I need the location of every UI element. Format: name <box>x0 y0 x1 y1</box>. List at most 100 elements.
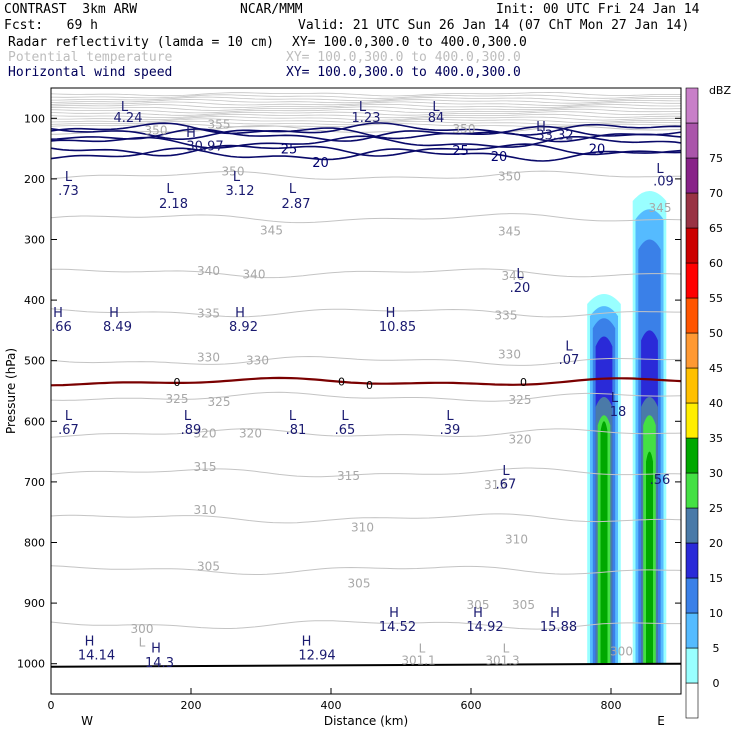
x-tick-label: 600 <box>461 699 482 712</box>
wind-extremum-label: H <box>473 606 483 621</box>
theta-line-320 <box>51 428 681 438</box>
colorbar-swatch <box>685 472 699 509</box>
model-title: CONTRAST 3km ARW <box>4 2 138 17</box>
wind-extremum-label: .73 <box>58 184 79 199</box>
wind-extremum-label: 3.12 <box>226 184 255 199</box>
field-xy-wind: XY= 100.0,300.0 to 400.0,300.0 <box>286 65 521 80</box>
freezing-level-line <box>51 376 681 387</box>
wind-extremum-label: 15.88 <box>540 620 577 635</box>
theta-line-upper <box>51 106 681 111</box>
colorbar-level-label: 10 <box>709 607 723 620</box>
wind-extremum-label: L <box>289 409 297 424</box>
colorbar-level-label: 45 <box>709 362 723 375</box>
theta-label: 350 <box>453 122 476 136</box>
y-tick-label: 900 <box>24 597 45 610</box>
y-tick-label: 700 <box>24 476 45 489</box>
x-end-west: W <box>81 714 93 728</box>
wind-extremum-label: L <box>516 267 524 282</box>
theta-label: 315 <box>484 478 507 492</box>
colorbar-level-label: 70 <box>709 187 723 200</box>
ground-line <box>51 662 681 668</box>
wind-extremum-label: .20 <box>510 281 531 296</box>
theta-label: 330 <box>246 354 269 368</box>
wind-extremum-label: L <box>65 409 73 424</box>
theta-label: 350 <box>145 123 168 137</box>
theta-label: 320 <box>239 426 262 440</box>
wind-extremum-label: H <box>550 606 560 621</box>
theta-line-345 <box>51 213 681 224</box>
theta-label: 345 <box>649 201 672 215</box>
theta-label: 325 <box>509 393 532 407</box>
theta-label: 325 <box>208 395 231 409</box>
colorbar-level-label: 40 <box>709 397 723 410</box>
plot-frame <box>50 87 682 695</box>
reflectivity-band <box>600 421 608 664</box>
theta-label: 301.3 <box>485 654 519 668</box>
theta-label: 335 <box>495 308 518 322</box>
wind-extremum-label: .56 <box>650 473 671 488</box>
wind-extremum-label: 1.23 <box>352 111 381 126</box>
colorbar-swatch <box>685 647 699 684</box>
wind-extremum-label: L <box>341 409 349 424</box>
wind-extremum-label: H <box>536 120 546 135</box>
wind-extremum-label: 30.97 <box>186 140 223 155</box>
theta-line-335 <box>51 308 681 318</box>
y-tick-label: 100 <box>24 112 45 125</box>
wind-extremum-label: H <box>109 306 119 321</box>
contour-labels: 355 350 350 350 350 345 345 345 340 340 340 335 335 3… <box>51 100 674 671</box>
theta-line-upper <box>51 94 681 99</box>
colorbar-swatch <box>685 157 699 194</box>
x-tick-label: 0 <box>48 699 55 712</box>
theta-line-upper <box>51 111 681 116</box>
colorbar-level-label: 30 <box>709 467 723 480</box>
wind-extremum-label: 14.14 <box>78 649 115 664</box>
wind-contour-label: 25 <box>281 143 298 158</box>
colorbar-swatch <box>685 507 699 544</box>
colorbar: 0 5 10 15 20 25 30 35 40 45 50 55 60 65 70 75 <box>685 87 723 719</box>
colorbar-level-label: 5 <box>713 642 720 655</box>
reflectivity-band <box>646 451 653 664</box>
wind-extremum-label: 14.52 <box>379 620 416 635</box>
colorbar-swatch <box>685 87 699 124</box>
wind-extremum-label: 14.3 <box>145 656 174 671</box>
theta-label: 315 <box>337 469 360 483</box>
theta-label: 350 <box>222 165 245 179</box>
theta-line-upper <box>51 108 681 114</box>
colorbar-swatch <box>685 402 699 439</box>
wind-extremum-label: 8.92 <box>229 320 258 335</box>
x-tick-label: 200 <box>181 699 202 712</box>
wind-extremum-label: L <box>611 391 619 406</box>
wind-extremum-label: .81 <box>286 423 307 438</box>
field-xy-theta: XY= 100.0,300.0 to 400.0,300.0 <box>286 50 521 65</box>
colorbar-level-label: 15 <box>709 572 723 585</box>
theta-line-340 <box>51 268 681 279</box>
theta-label: 320 <box>194 426 217 440</box>
theta-label: 310 <box>194 503 217 517</box>
wind-extremum-label: 4.24 <box>114 111 143 126</box>
y-tick-label: 400 <box>24 294 45 307</box>
wind-extremum-label: L <box>289 182 297 197</box>
theta-line-upper <box>51 113 681 119</box>
wind-speed-line <box>51 143 681 157</box>
colorbar-swatch <box>685 227 699 264</box>
theta-label: 345 <box>498 225 521 239</box>
theta-label: 305 <box>512 598 535 612</box>
colorbar-level-label: 65 <box>709 222 723 235</box>
y-tick-label: 600 <box>24 415 45 428</box>
wind-extremum-label: .67 <box>58 423 79 438</box>
theta-label: 300 <box>131 622 154 636</box>
theta-label: 300 <box>610 645 633 659</box>
colorbar-level-label: 75 <box>709 152 723 165</box>
reflectivity-cells: 0 0 0 0 <box>51 191 681 668</box>
wind-extremum-label: .07 <box>559 353 580 368</box>
wind-extremum-label: 12.94 <box>298 649 335 664</box>
theta-label: 345 <box>260 223 283 237</box>
colorbar-swatch <box>685 262 699 299</box>
wind-extremum-label: 8.49 <box>103 320 132 335</box>
wind-extremum-label: L <box>233 170 241 185</box>
y-tick-label: 500 <box>24 355 45 368</box>
theta-label: 325 <box>166 392 189 406</box>
y-axis-label: Pressure (hPa) <box>4 348 18 434</box>
x-tick-label: 400 <box>321 699 342 712</box>
